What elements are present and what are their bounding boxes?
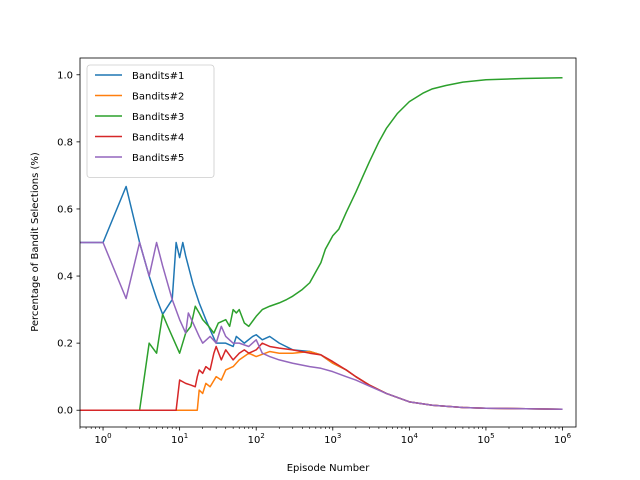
legend-label-2: Bandits#2 bbox=[132, 92, 184, 103]
series-line-5 bbox=[80, 241, 563, 410]
legend-box bbox=[86, 64, 215, 178]
x-tick-label-3: 103 bbox=[324, 432, 341, 446]
legend: Bandits#1 Bandits#2 Bandits#3 Bandits#4 Band… bbox=[86, 64, 215, 178]
x-axis-label: Episode Number bbox=[287, 463, 371, 474]
y-tick-label-5: 1.0 bbox=[57, 70, 73, 81]
x-tick-label-4: 104 bbox=[401, 432, 419, 446]
series-line-4 bbox=[80, 342, 563, 411]
x-tick-label-6: 106 bbox=[554, 432, 572, 446]
legend-label-5: Bandits#5 bbox=[132, 153, 184, 164]
legend-label-3: Bandits#3 bbox=[132, 112, 184, 123]
y-tick-label-1: 0.2 bbox=[57, 339, 73, 350]
series-layer bbox=[80, 77, 563, 411]
y-axis-ticks: 0.0 0.2 0.4 0.6 0.8 1.0 bbox=[57, 70, 80, 417]
axes-frame bbox=[79, 57, 577, 428]
x-tick-label-2: 102 bbox=[248, 432, 265, 446]
x-axis-ticks: 100 101 102 103 104 105 106 bbox=[79, 427, 572, 446]
legend-label-4: Bandits#4 bbox=[132, 133, 184, 144]
legend-label-1: Bandits#1 bbox=[132, 71, 184, 82]
y-tick-label-4: 0.8 bbox=[57, 137, 73, 148]
y-tick-label-0: 0.0 bbox=[57, 406, 73, 417]
x-tick-label-0: 100 bbox=[94, 432, 111, 446]
series-line-1 bbox=[80, 185, 563, 410]
plot-area bbox=[79, 57, 577, 428]
y-tick-label-3: 0.6 bbox=[57, 204, 73, 215]
x-tick-label-1: 101 bbox=[171, 432, 188, 446]
y-axis-label: Percentage of Bandit Selections (%) bbox=[30, 152, 41, 332]
series-line-2 bbox=[80, 350, 563, 411]
y-tick-label-2: 0.4 bbox=[57, 272, 73, 283]
x-tick-label-5: 105 bbox=[477, 432, 494, 446]
